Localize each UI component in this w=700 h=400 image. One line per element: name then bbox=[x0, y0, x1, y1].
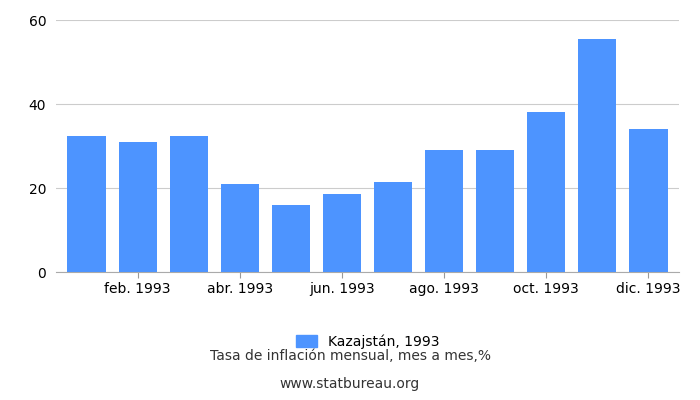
Text: www.statbureau.org: www.statbureau.org bbox=[280, 377, 420, 391]
Bar bbox=[629, 129, 668, 272]
Bar bbox=[578, 39, 617, 272]
Bar bbox=[118, 142, 157, 272]
Bar bbox=[527, 112, 566, 272]
Legend: Kazajstán, 1993: Kazajstán, 1993 bbox=[296, 334, 439, 349]
Bar bbox=[169, 136, 208, 272]
Bar bbox=[323, 194, 361, 272]
Bar bbox=[476, 150, 514, 272]
Bar bbox=[374, 182, 412, 272]
Text: Tasa de inflación mensual, mes a mes,%: Tasa de inflación mensual, mes a mes,% bbox=[209, 349, 491, 363]
Bar bbox=[67, 136, 106, 272]
Bar bbox=[425, 150, 463, 272]
Bar bbox=[272, 205, 310, 272]
Bar bbox=[220, 184, 259, 272]
